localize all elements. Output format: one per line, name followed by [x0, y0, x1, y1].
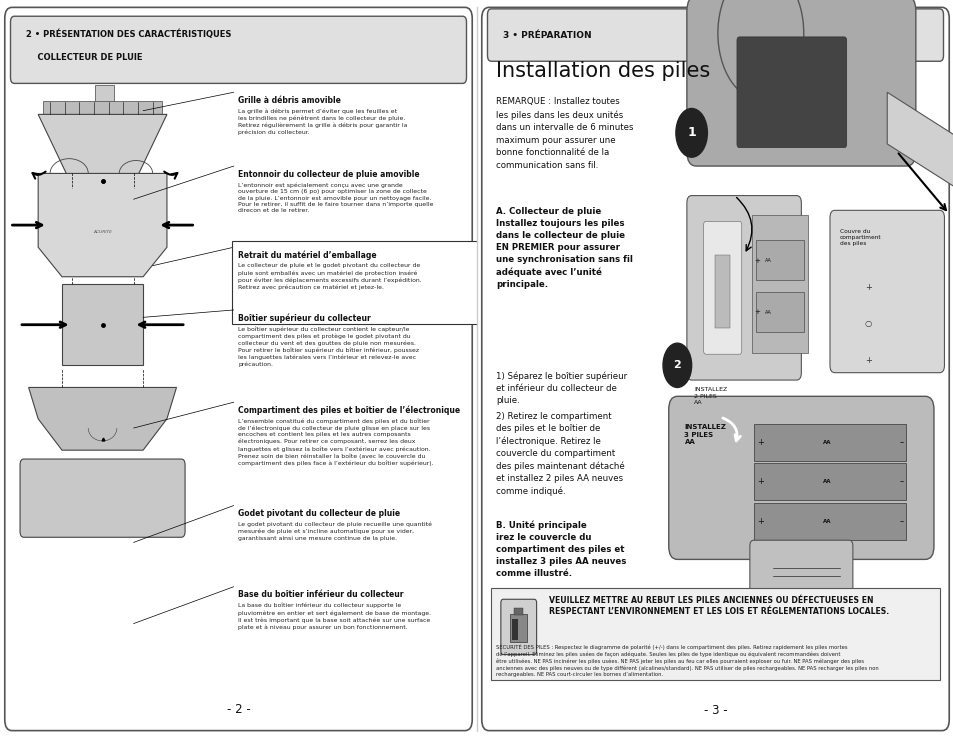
- Polygon shape: [886, 92, 953, 196]
- FancyBboxPatch shape: [668, 396, 933, 559]
- Text: Le godet pivotant du collecteur de pluie recueille une quantité
mesurée de pluie: Le godet pivotant du collecteur de pluie…: [238, 522, 432, 541]
- Text: 1) Séparez le boîtier supérieur
et inférieur du collecteur de
pluie.: 1) Séparez le boîtier supérieur et infér…: [496, 371, 626, 405]
- Bar: [95, 85, 114, 103]
- Text: +: +: [757, 517, 763, 526]
- Text: AA: AA: [763, 310, 771, 314]
- Text: Godet pivotant du collecteur de pluie: Godet pivotant du collecteur de pluie: [238, 509, 400, 518]
- Text: B. Unité principale
irez le couvercle du
compartiment des piles et
installez 3 p: B. Unité principale irez le couvercle du…: [496, 520, 626, 579]
- Text: COLLECTEUR DE PLUIE: COLLECTEUR DE PLUIE: [26, 53, 143, 62]
- FancyBboxPatch shape: [686, 196, 801, 380]
- Text: - 2 -: - 2 -: [227, 703, 250, 716]
- Bar: [491, 588, 939, 680]
- Text: Le boîtier supérieur du collecteur contient le capteur/le
compartiment des piles: Le boîtier supérieur du collecteur conti…: [238, 326, 419, 367]
- Text: Le collecteur de pluie et le godet pivotant du collecteur de
pluie sont emballés: Le collecteur de pluie et le godet pivot…: [238, 263, 422, 290]
- Text: +: +: [757, 438, 763, 447]
- FancyBboxPatch shape: [736, 37, 846, 148]
- Text: INSTALLEZ
3 PILES
AA: INSTALLEZ 3 PILES AA: [683, 424, 726, 445]
- Text: Compartiment des piles et boîtier de l’électronique: Compartiment des piles et boîtier de l’é…: [238, 406, 460, 415]
- Text: +: +: [863, 356, 871, 365]
- FancyBboxPatch shape: [5, 7, 472, 731]
- Text: +: +: [754, 258, 760, 263]
- Bar: [755, 292, 802, 332]
- Bar: [715, 255, 729, 328]
- Text: 1: 1: [686, 126, 696, 139]
- Text: +: +: [757, 477, 763, 486]
- Text: AA: AA: [822, 479, 831, 483]
- FancyBboxPatch shape: [232, 241, 483, 324]
- FancyBboxPatch shape: [500, 599, 536, 655]
- FancyBboxPatch shape: [481, 7, 948, 731]
- Text: –: –: [899, 477, 902, 486]
- Text: - 3 -: - 3 -: [703, 704, 726, 717]
- Text: REMARQUE : Installez toutes
les piles dans les deux unités
dans un intervalle de: REMARQUE : Installez toutes les piles da…: [496, 97, 633, 170]
- Polygon shape: [38, 173, 167, 277]
- FancyBboxPatch shape: [702, 221, 741, 354]
- Bar: [513, 608, 522, 615]
- Text: A. Collecteur de pluie
Installez toujours les piles
dans le collecteur de pluie
: A. Collecteur de pluie Installez toujour…: [496, 207, 632, 289]
- Polygon shape: [29, 387, 176, 450]
- FancyBboxPatch shape: [487, 9, 943, 61]
- Text: 3 • PRÉPARATION: 3 • PRÉPARATION: [503, 31, 591, 40]
- Bar: [511, 619, 517, 640]
- Text: Grille à débris amovible: Grille à débris amovible: [238, 96, 341, 105]
- Text: ACURITE: ACURITE: [93, 230, 112, 235]
- Circle shape: [675, 108, 706, 157]
- Text: AA: AA: [822, 441, 831, 445]
- FancyBboxPatch shape: [829, 210, 943, 373]
- Text: L’ensemble constitué du compartiment des piles et du boîtier
de l’électronique d: L’ensemble constitué du compartiment des…: [238, 418, 434, 466]
- Circle shape: [717, 0, 802, 100]
- FancyBboxPatch shape: [20, 459, 185, 537]
- Text: La base du boîtier inférieur du collecteur supporte le
pluviomètre en entier et : La base du boîtier inférieur du collecte…: [238, 603, 431, 630]
- Text: +: +: [754, 309, 760, 315]
- Text: L’entonnoir est spécialement conçu avec une grande
ouverture de 15 cm (6 po) pou: L’entonnoir est spécialement conçu avec …: [238, 182, 434, 213]
- Bar: [753, 424, 905, 461]
- Bar: [510, 614, 526, 642]
- Text: 2) Retirez le compartiment
des piles et le boîtier de
l’électronique. Retirez le: 2) Retirez le compartiment des piles et …: [496, 412, 624, 496]
- Text: Couvre du
compartiment
des piles: Couvre du compartiment des piles: [839, 229, 881, 246]
- Text: Installation des piles: Installation des piles: [496, 61, 710, 81]
- Text: La grille à débris permet d’éviter que les feuilles et
les brindilles ne pénètre: La grille à débris permet d’éviter que l…: [238, 108, 408, 135]
- Text: Retrait du matériel d’emballage: Retrait du matériel d’emballage: [238, 251, 376, 261]
- Polygon shape: [38, 114, 167, 184]
- Text: 2: 2: [673, 360, 680, 370]
- Text: –: –: [899, 438, 902, 447]
- Text: VEUILLEZ METTRE AU REBUT LES PILES ANCIENNES OU DÉFECTUEUSES EN
RESPECTANT L’ENV: VEUILLEZ METTRE AU REBUT LES PILES ANCIE…: [548, 596, 888, 615]
- Bar: [753, 463, 905, 500]
- Circle shape: [662, 343, 691, 387]
- Text: 2 • PRÉSENTATION DES CARACTÉRISTIQUES: 2 • PRÉSENTATION DES CARACTÉRISTIQUES: [26, 30, 232, 39]
- Text: +: +: [863, 283, 871, 292]
- FancyBboxPatch shape: [10, 16, 466, 83]
- Bar: [755, 240, 802, 280]
- Text: INSTALLEZ
2 PILES
AA: INSTALLEZ 2 PILES AA: [693, 387, 726, 405]
- Bar: [62, 284, 143, 365]
- Text: AA: AA: [822, 520, 831, 524]
- Text: ○: ○: [863, 320, 871, 328]
- FancyBboxPatch shape: [749, 540, 852, 593]
- Bar: [753, 503, 905, 540]
- Text: Boîtier supérieur du collecteur: Boîtier supérieur du collecteur: [238, 314, 371, 323]
- Text: Base du boîtier inférieur du collecteur: Base du boîtier inférieur du collecteur: [238, 590, 403, 599]
- FancyBboxPatch shape: [751, 215, 806, 353]
- FancyBboxPatch shape: [686, 0, 915, 166]
- Text: AA: AA: [763, 258, 771, 263]
- Text: Entonnoir du collecteur de pluie amovible: Entonnoir du collecteur de pluie amovibl…: [238, 170, 419, 179]
- Bar: [43, 101, 162, 114]
- Text: –: –: [899, 517, 902, 526]
- Text: SÉCURITÉ DES PILES : Respectez le diagramme de polarité (+/-) dans le compartime: SÉCURITÉ DES PILES : Respectez le diagra…: [496, 644, 878, 677]
